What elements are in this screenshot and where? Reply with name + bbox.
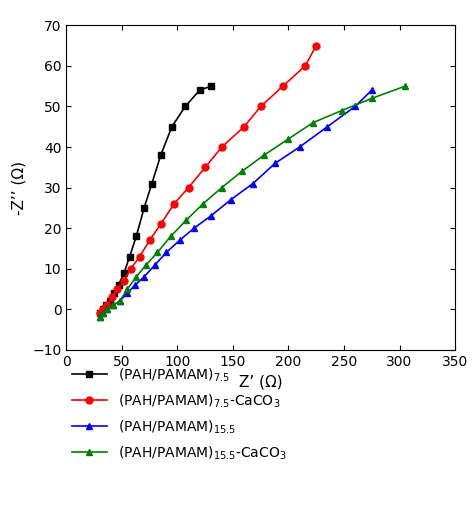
- (PAH/PAMAM)$_{15.5}$: [352, 103, 358, 110]
- (PAH/PAMAM)$_{15.5}$: [117, 298, 122, 304]
- (PAH/PAMAM)$_{15.5}$-CaCO$_3$: [97, 314, 102, 320]
- (PAH/PAMAM)$_{15.5}$: [208, 213, 214, 219]
- (PAH/PAMAM)$_{7.5}$: [100, 306, 106, 312]
- (PAH/PAMAM)$_{15.5}$-CaCO$_3$: [369, 95, 374, 101]
- (PAH/PAMAM)$_{7.5}$-CaCO$_3$: [97, 310, 102, 316]
- (PAH/PAMAM)$_{7.5}$: [158, 152, 164, 158]
- (PAH/PAMAM)$_{15.5}$-CaCO$_3$: [339, 107, 345, 114]
- (PAH/PAMAM)$_{15.5}$-CaCO$_3$: [261, 152, 267, 158]
- (PAH/PAMAM)$_{7.5}$-CaCO$_3$: [128, 266, 134, 272]
- (PAH/PAMAM)$_{7.5}$-CaCO$_3$: [241, 124, 247, 130]
- (PAH/PAMAM)$_{15.5}$: [105, 306, 110, 312]
- (PAH/PAMAM)$_{7.5}$: [208, 83, 214, 89]
- (PAH/PAMAM)$_{15.5}$: [369, 87, 374, 93]
- (PAH/PAMAM)$_{15.5}$-CaCO$_3$: [155, 249, 160, 256]
- (PAH/PAMAM)$_{15.5}$: [141, 274, 147, 280]
- (PAH/PAMAM)$_{7.5}$-CaCO$_3$: [302, 63, 308, 69]
- (PAH/PAMAM)$_{15.5}$: [250, 180, 256, 187]
- (PAH/PAMAM)$_{7.5}$-CaCO$_3$: [280, 83, 286, 89]
- X-axis label: Z’ (Ω): Z’ (Ω): [239, 374, 283, 389]
- Line: (PAH/PAMAM)$_{7.5}$: (PAH/PAMAM)$_{7.5}$: [96, 83, 214, 317]
- (PAH/PAMAM)$_{7.5}$: [107, 298, 112, 304]
- (PAH/PAMAM)$_{15.5}$-CaCO$_3$: [200, 201, 206, 207]
- (PAH/PAMAM)$_{7.5}$: [141, 205, 147, 211]
- (PAH/PAMAM)$_{7.5}$-CaCO$_3$: [313, 43, 319, 49]
- (PAH/PAMAM)$_{15.5}$: [100, 310, 106, 316]
- (PAH/PAMAM)$_{7.5}$-CaCO$_3$: [115, 286, 120, 292]
- (PAH/PAMAM)$_{15.5}$: [297, 144, 302, 150]
- (PAH/PAMAM)$_{15.5}$-CaCO$_3$: [286, 136, 292, 142]
- (PAH/PAMAM)$_{7.5}$-CaCO$_3$: [109, 294, 115, 300]
- (PAH/PAMAM)$_{15.5}$-CaCO$_3$: [110, 302, 116, 308]
- (PAH/PAMAM)$_{7.5}$: [103, 302, 109, 308]
- (PAH/PAMAM)$_{7.5}$: [97, 310, 102, 316]
- (PAH/PAMAM)$_{15.5}$-CaCO$_3$: [239, 168, 245, 174]
- (PAH/PAMAM)$_{7.5}$-CaCO$_3$: [105, 302, 110, 308]
- (PAH/PAMAM)$_{7.5}$-CaCO$_3$: [137, 254, 143, 260]
- Legend: (PAH/PAMAM)$_{7.5}$, (PAH/PAMAM)$_{7.5}$-CaCO$_3$, (PAH/PAMAM)$_{15.5}$, (PAH/PA: (PAH/PAMAM)$_{7.5}$, (PAH/PAMAM)$_{7.5}$…: [72, 367, 286, 461]
- (PAH/PAMAM)$_{7.5}$: [134, 233, 139, 239]
- (PAH/PAMAM)$_{7.5}$-CaCO$_3$: [121, 278, 127, 284]
- (PAH/PAMAM)$_{15.5}$: [272, 160, 278, 166]
- (PAH/PAMAM)$_{7.5}$-CaCO$_3$: [158, 221, 164, 227]
- Line: (PAH/PAMAM)$_{15.5}$-CaCO$_3$: (PAH/PAMAM)$_{15.5}$-CaCO$_3$: [96, 83, 409, 321]
- (PAH/PAMAM)$_{7.5}$: [149, 180, 155, 187]
- (PAH/PAMAM)$_{15.5}$: [125, 290, 130, 296]
- (PAH/PAMAM)$_{7.5}$: [116, 282, 121, 288]
- (PAH/PAMAM)$_{15.5}$-CaCO$_3$: [125, 286, 130, 292]
- (PAH/PAMAM)$_{15.5}$-CaCO$_3$: [100, 310, 106, 316]
- (PAH/PAMAM)$_{7.5}$: [121, 270, 127, 276]
- Line: (PAH/PAMAM)$_{15.5}$: (PAH/PAMAM)$_{15.5}$: [96, 87, 375, 321]
- (PAH/PAMAM)$_{7.5}$-CaCO$_3$: [171, 201, 177, 207]
- (PAH/PAMAM)$_{15.5}$: [110, 302, 116, 308]
- (PAH/PAMAM)$_{15.5}$: [191, 225, 197, 231]
- (PAH/PAMAM)$_{15.5}$-CaCO$_3$: [402, 83, 408, 89]
- (PAH/PAMAM)$_{15.5}$: [228, 197, 234, 203]
- (PAH/PAMAM)$_{7.5}$-CaCO$_3$: [186, 185, 191, 191]
- (PAH/PAMAM)$_{7.5}$: [197, 87, 202, 93]
- (PAH/PAMAM)$_{15.5}$: [325, 124, 330, 130]
- (PAH/PAMAM)$_{15.5}$-CaCO$_3$: [168, 233, 173, 239]
- (PAH/PAMAM)$_{15.5}$-CaCO$_3$: [183, 217, 189, 223]
- (PAH/PAMAM)$_{7.5}$-CaCO$_3$: [147, 237, 153, 243]
- (PAH/PAMAM)$_{15.5}$: [152, 262, 158, 268]
- (PAH/PAMAM)$_{15.5}$: [132, 282, 138, 288]
- (PAH/PAMAM)$_{7.5}$-CaCO$_3$: [202, 164, 208, 170]
- (PAH/PAMAM)$_{7.5}$: [127, 254, 133, 260]
- (PAH/PAMAM)$_{15.5}$-CaCO$_3$: [310, 120, 316, 126]
- (PAH/PAMAM)$_{7.5}$-CaCO$_3$: [100, 306, 106, 312]
- (PAH/PAMAM)$_{15.5}$: [97, 314, 102, 320]
- (PAH/PAMAM)$_{7.5}$-CaCO$_3$: [258, 103, 264, 110]
- Y-axis label: -Z’’ (Ω): -Z’’ (Ω): [12, 161, 27, 214]
- (PAH/PAMAM)$_{15.5}$-CaCO$_3$: [117, 298, 122, 304]
- (PAH/PAMAM)$_{15.5}$-CaCO$_3$: [105, 306, 110, 312]
- (PAH/PAMAM)$_{15.5}$-CaCO$_3$: [134, 274, 139, 280]
- (PAH/PAMAM)$_{15.5}$-CaCO$_3$: [144, 262, 149, 268]
- (PAH/PAMAM)$_{7.5}$: [111, 290, 117, 296]
- (PAH/PAMAM)$_{7.5}$-CaCO$_3$: [219, 144, 225, 150]
- Line: (PAH/PAMAM)$_{7.5}$-CaCO$_3$: (PAH/PAMAM)$_{7.5}$-CaCO$_3$: [96, 42, 319, 317]
- (PAH/PAMAM)$_{7.5}$: [169, 124, 175, 130]
- (PAH/PAMAM)$_{15.5}$-CaCO$_3$: [219, 185, 225, 191]
- (PAH/PAMAM)$_{15.5}$: [177, 237, 182, 243]
- (PAH/PAMAM)$_{7.5}$: [182, 103, 188, 110]
- (PAH/PAMAM)$_{15.5}$: [164, 249, 169, 256]
